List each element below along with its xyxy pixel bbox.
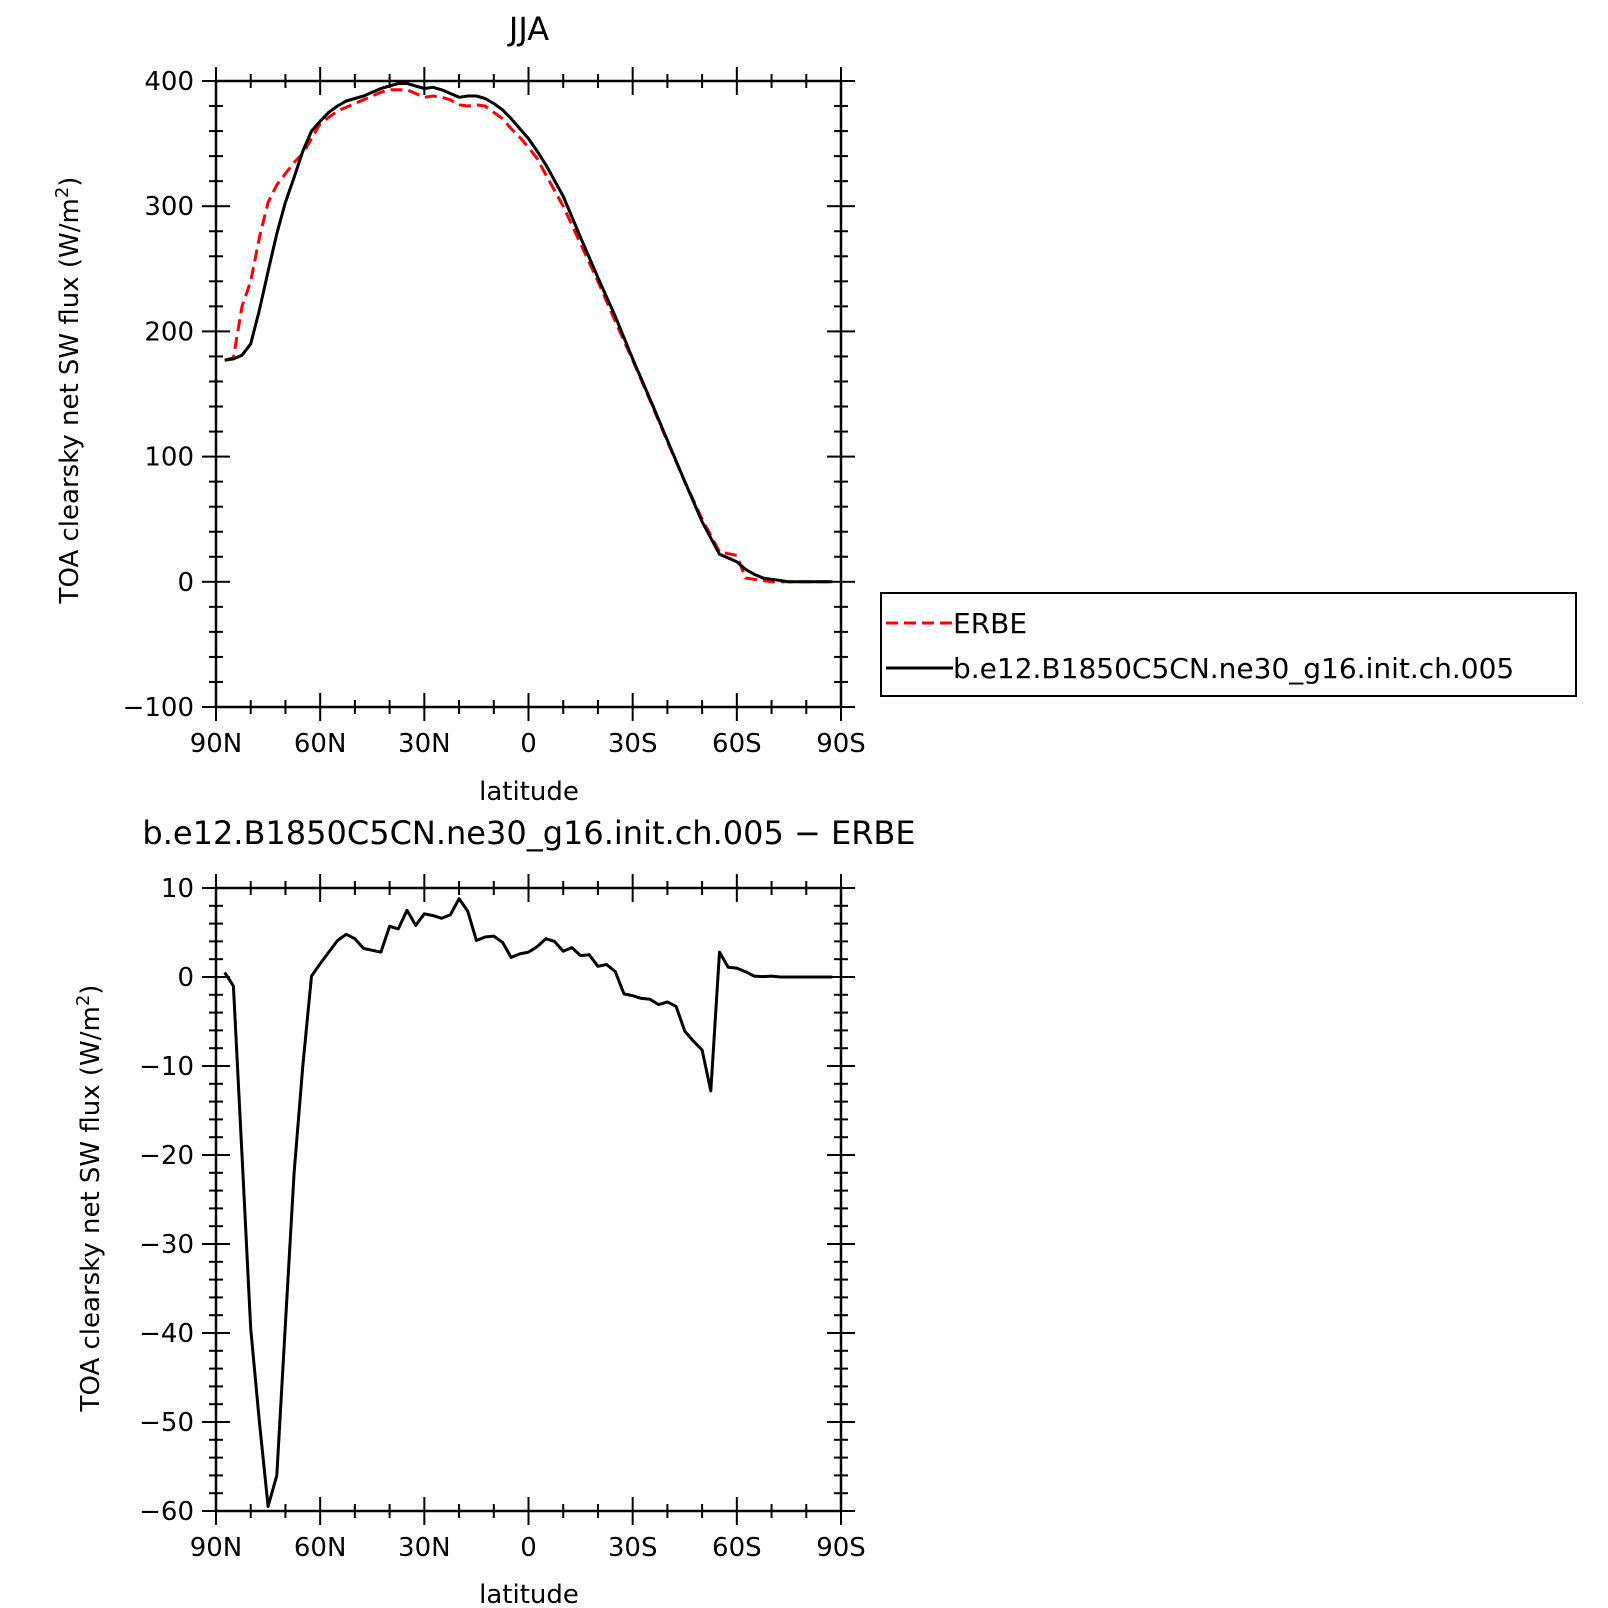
y-axis-title-tail: ) [55,177,85,187]
y-tick-label: 400 [144,67,194,97]
y-tick-label: 200 [144,317,194,347]
x-tick-label: 30S [608,729,658,759]
plot-frame [214,79,843,709]
x-tick-label: 90S [816,729,866,759]
y-tick-label: 10 [161,874,194,904]
y-axis-title: TOA clearsky net SW flux (W/m2) [73,985,106,1413]
x-tick-label: 60S [712,729,762,759]
x-tick-label: 90N [190,1533,243,1563]
y-tick-label: −30 [139,1230,194,1260]
legend-box [880,592,1577,697]
y-tick-label: 0 [177,963,194,993]
y-tick-label: 300 [144,192,194,222]
x-axis-title: latitude [479,1580,579,1608]
svg-text:TOA clearsky net SW flux (W/m2: TOA clearsky net SW flux (W/m2) [73,985,106,1413]
x-axis-title: latitude [479,777,579,807]
legend: ERBE b.e12.B1850C5CN.ne30_g16.init.ch.00… [880,592,1577,697]
chart-bottom: b.e12.B1850C5CN.ne30_g16.init.ch.005 − E… [73,814,916,1608]
y-tick-label: −100 [123,693,194,723]
x-tick-label: 60S [712,1533,762,1563]
y-axis-title-sup: 2 [73,995,94,1006]
y-axis-title: TOA clearsky net SW flux (W/m2) [52,177,85,605]
x-tick-label: 30S [608,1533,658,1563]
y-axis-title-main: TOA clearsky net SW flux (W/m [76,1006,106,1412]
chart-title: b.e12.B1850C5CN.ne30_g16.init.ch.005 − E… [142,814,915,852]
svg-text:TOA clearsky net SW flux (W/m2: TOA clearsky net SW flux (W/m2) [52,177,85,605]
y-tick-label: 0 [177,568,194,598]
x-tick-label: 90N [190,729,243,759]
legend-label-erbe: ERBE [953,607,1027,640]
y-tick-label: −50 [139,1408,194,1438]
y-tick-label: −20 [139,1141,194,1171]
x-tick-label: 90S [816,1533,866,1563]
legend-label-model: b.e12.B1850C5CN.ne30_g16.init.ch.005 [953,652,1514,685]
series-line-erbe [224,88,833,584]
chart-title: JJA [507,10,549,48]
y-tick-label: −10 [139,1052,194,1082]
x-tick-label: 30N [398,1533,451,1563]
y-tick-label: −40 [139,1319,194,1349]
x-tick-label: 60N [294,729,347,759]
plot-frame [214,886,843,1513]
series-line-0 [223,897,833,1508]
chart-top: JJA TOA clearsky net SW flux (W/m2) lati… [52,10,866,807]
y-axis-title-sup: 2 [52,187,73,198]
x-tick-label: 0 [520,729,537,759]
y-tick-label: 100 [144,443,194,473]
x-tick-label: 0 [520,1533,537,1563]
x-tick-label: 30N [398,729,451,759]
series-line-b-e12-b1850c5cn-ne30-g16-init-ch-005 [224,82,833,584]
y-axis-title-main: TOA clearsky net SW flux (W/m [55,198,85,604]
y-axis-title-tail: ) [76,985,106,995]
y-tick-label: −60 [139,1497,194,1527]
x-tick-label: 60N [294,1533,347,1563]
